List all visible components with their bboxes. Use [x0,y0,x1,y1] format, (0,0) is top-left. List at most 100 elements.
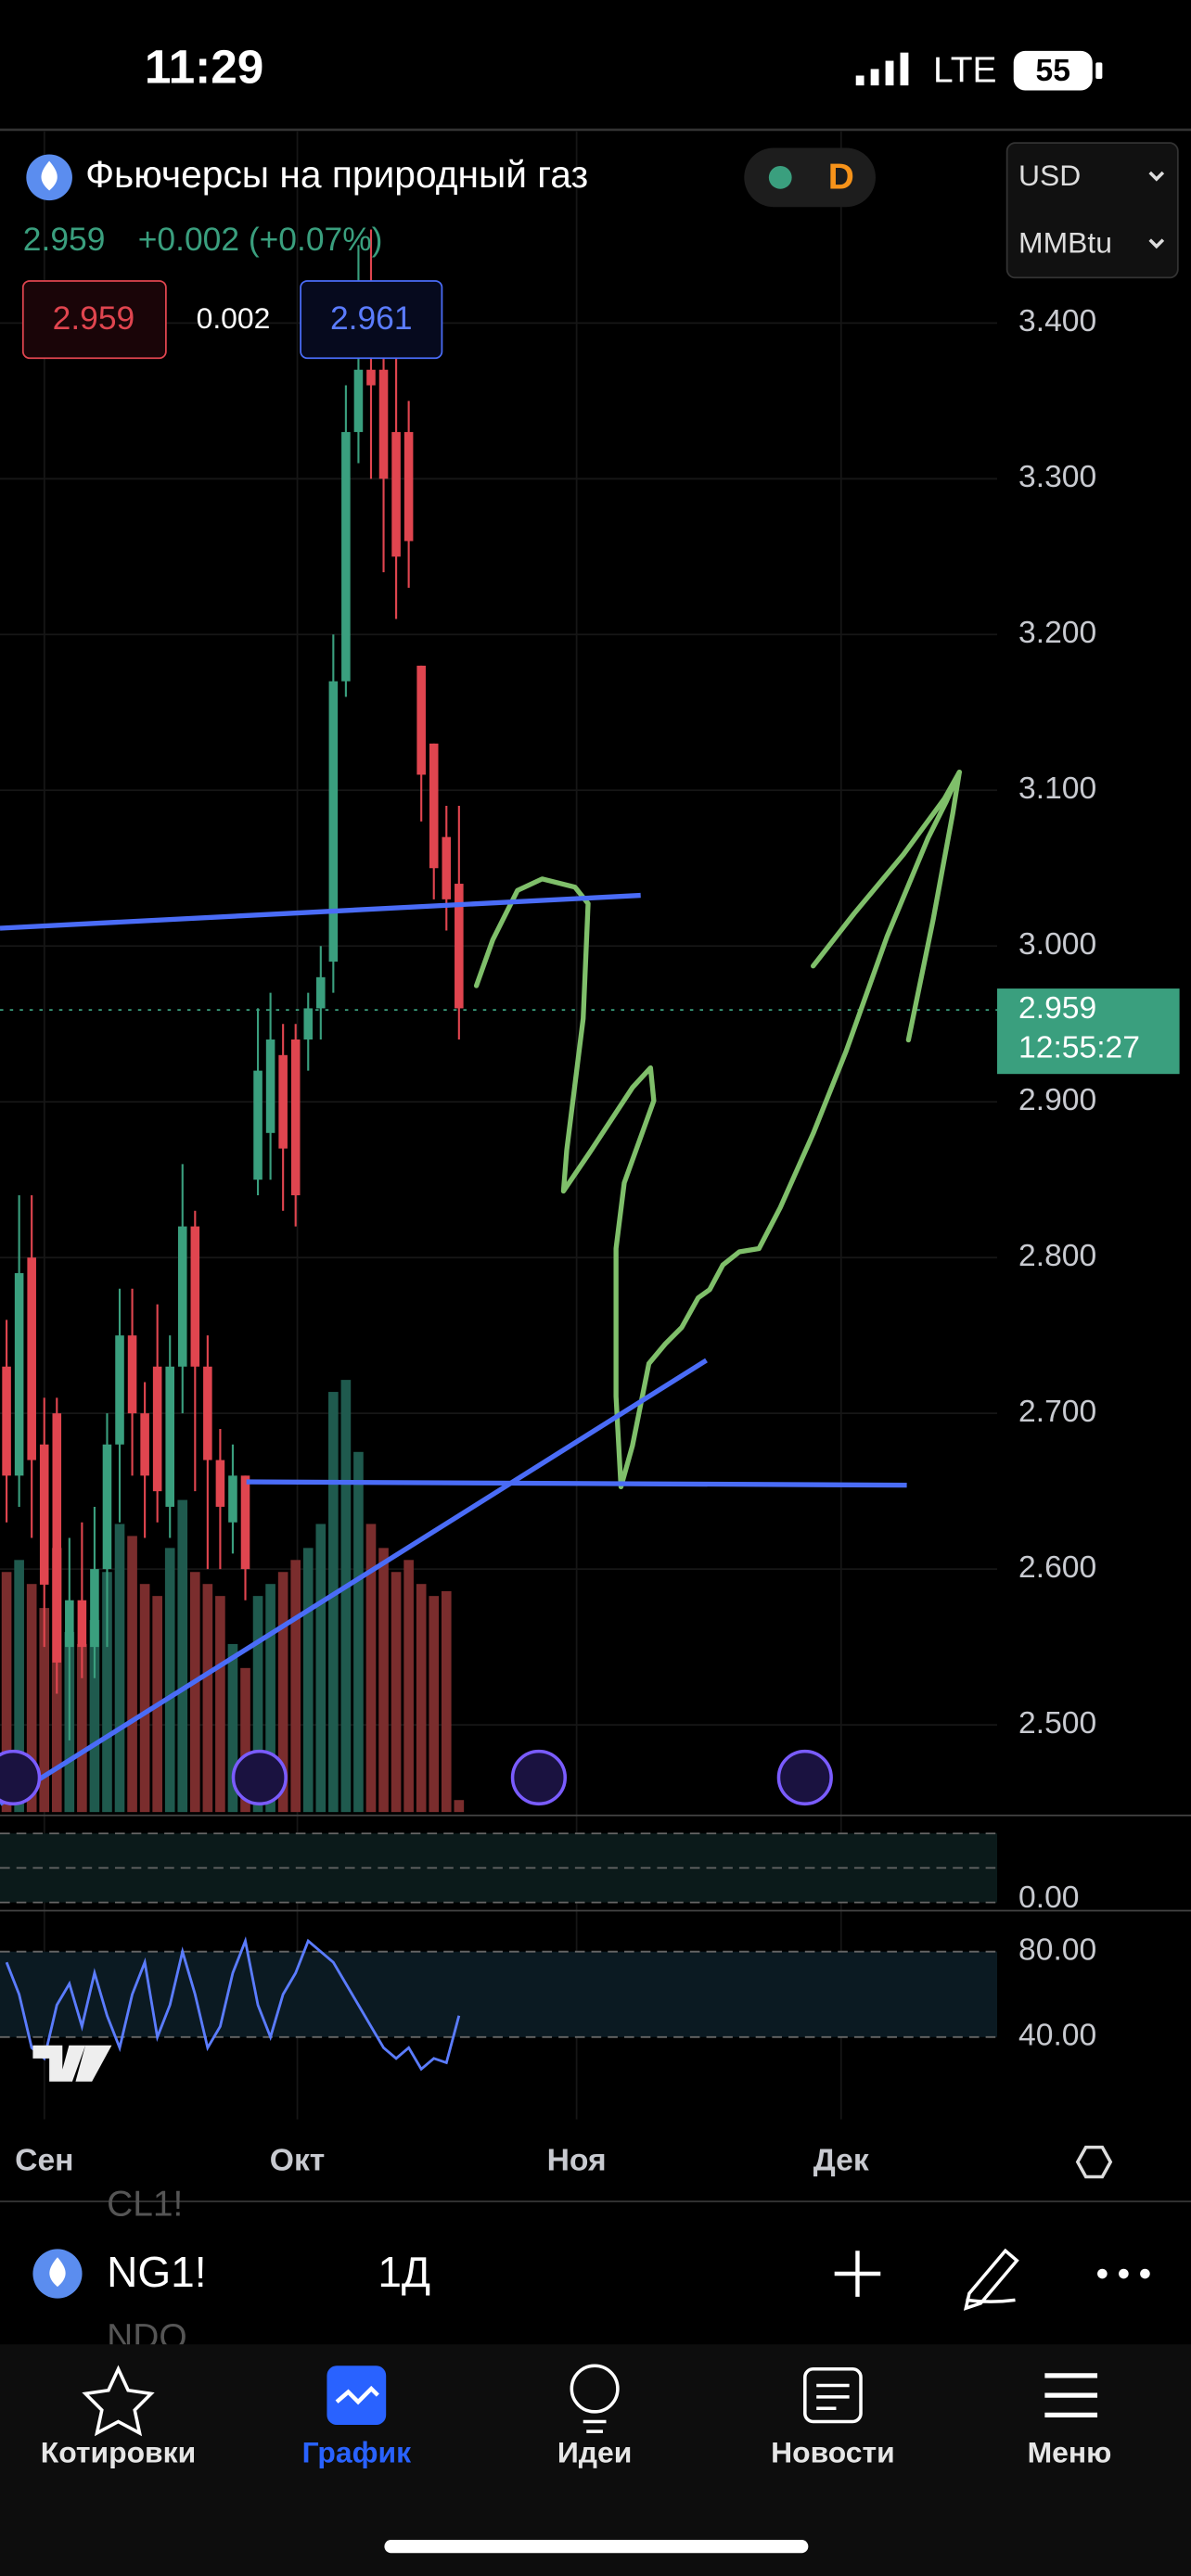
candle-body [303,1008,314,1040]
y-tick-label: 2.900 [1018,1083,1096,1117]
x-label: Дек [813,2143,869,2177]
volume-bar [215,1596,225,1813]
battery: 55 [1036,54,1070,88]
x-label: Окт [270,2143,325,2177]
last-price-tag [997,988,1180,1075]
volume-bar [164,1548,175,1813]
candle-body [102,1444,112,1570]
volume-bar [114,1524,125,1813]
y-tick-label: 3.200 [1018,616,1096,650]
candle-body [190,1226,200,1367]
tab-label[interactable]: Котировки [41,2435,196,2468]
volume-bar [26,1584,37,1813]
volume-bar [265,1584,275,1813]
candle-body [177,1226,187,1367]
volume-bar [14,1560,24,1813]
volume-bar [77,1643,87,1813]
volume-bar [441,1590,452,1813]
clock: 11:29 [145,41,264,94]
candle-body [341,431,351,682]
countdown: 12:55:27 [1018,1031,1140,1065]
candle-body [429,743,439,869]
volume-bar [429,1596,440,1813]
candle-body [27,1257,36,1460]
volume-bar [416,1584,427,1813]
candle-body [366,369,376,386]
rsi-line [5,1936,461,2072]
draw-button[interactable] [963,2248,1019,2311]
chart: Сен Окт Ноя Дек 3.400 3.300 3.200 3.100 3.000 2.9… [0,131,1191,2179]
more-button[interactable] [1097,2268,1150,2279]
volume-bar [340,1380,352,1813]
currency[interactable]: USD [1018,159,1081,192]
volume-bar [89,1620,100,1813]
candle-body [203,1366,212,1460]
candle-body [2,1366,11,1476]
candle-body [265,1039,275,1133]
candle-body [140,1413,149,1476]
volume-bar [365,1524,377,1813]
volume-bar [252,1596,263,1813]
tab-label[interactable]: Идеи [557,2435,632,2468]
candle-body [240,1475,250,1570]
candle-body [316,976,326,1009]
y-tick-label: 3.300 [1018,460,1096,494]
tab-label[interactable]: График [302,2435,412,2468]
volume-bar [277,1572,288,1813]
volume-bar [302,1548,314,1813]
x-label: Ноя [547,2143,607,2177]
volume-bar [102,1572,112,1813]
candle-body [77,1600,87,1648]
candle-body [215,1460,225,1507]
add-button[interactable] [834,2251,881,2297]
volume-bar [227,1643,238,1813]
last-price-label: 2.959 [1018,991,1096,1026]
trend-line [0,892,907,1806]
candle-body [14,1272,24,1476]
volume-bar [1,1572,12,1813]
ask[interactable]: 2.961 [330,300,413,337]
candle-body [278,1054,288,1149]
last-price: 2.959 [23,221,106,258]
candle-body [228,1475,237,1523]
bid[interactable]: 2.959 [53,300,135,337]
candle-body [290,1039,301,1195]
unit[interactable]: MMBtu [1018,225,1112,259]
candle-body [253,1070,263,1180]
volume-bar [391,1572,402,1813]
candle-body [127,1335,137,1414]
volume-bar [127,1536,137,1813]
interval[interactable]: 1Д [378,2248,430,2296]
settings-button[interactable] [1075,2145,1113,2179]
network: LTE [933,50,997,90]
rsi-tick-label: 40.00 [1018,2019,1096,2053]
symbol-title: Фьючерсы на природный газ [85,153,588,196]
tab-label[interactable]: Меню [1028,2435,1112,2468]
candle-body [165,1366,174,1507]
candle-body [403,431,414,542]
candle-body [328,681,339,963]
interval-badge[interactable]: D [828,157,854,197]
y-tick-label: 3.100 [1018,772,1096,806]
volume-bar [378,1548,389,1813]
drawing [473,770,962,1490]
candle-body [378,369,389,479]
volume-bar [177,1499,188,1813]
volume-bar [315,1524,327,1813]
x-label: Сен [15,2143,73,2177]
tab-label[interactable]: Новости [771,2435,895,2468]
ghost-symbol: CL1! [107,2185,183,2225]
symbol[interactable]: NG1! [107,2248,206,2296]
rsi-tick-label: 80.00 [1018,1933,1096,1968]
candle-body [391,431,401,557]
osc-tick: 0.00 [1018,1881,1079,1915]
event-marker[interactable] [0,1749,833,1806]
spread: 0.002 [197,301,271,335]
volume-bar [328,1392,339,1813]
y-tick-label: 2.800 [1018,1239,1096,1273]
candle-body [65,1600,74,1648]
y-tick-label: 2.600 [1018,1550,1096,1585]
